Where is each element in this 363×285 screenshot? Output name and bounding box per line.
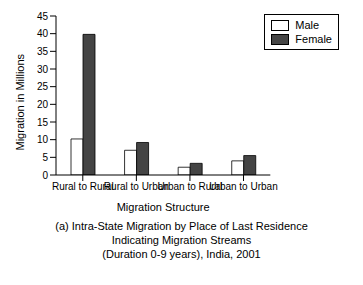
- svg-text:45: 45: [37, 11, 49, 22]
- svg-text:Migration Structure: Migration Structure: [117, 201, 210, 213]
- svg-text:25: 25: [37, 81, 49, 92]
- svg-text:0: 0: [42, 170, 48, 181]
- html-text:Indicating Migration Streams: Indicating Migration Streams: [111, 234, 252, 246]
- svg-text:15: 15: [37, 117, 49, 128]
- html-text:Female: Female: [295, 33, 332, 45]
- svg-text:10: 10: [37, 134, 49, 145]
- svg-text:Migration in Millions: Migration in Millions: [14, 53, 26, 150]
- svg-text:Rural to Urban: Rural to Urban: [103, 181, 169, 193]
- html-text:Male: Male: [295, 19, 320, 31]
- svg-text:Rural to Rural: Rural to Rural: [51, 181, 114, 193]
- svg-text:Urban to Rural: Urban to Rural: [157, 181, 223, 193]
- svg-text:Urban to Urban: Urban to Urban: [209, 181, 277, 192]
- svg-text:35: 35: [37, 46, 49, 57]
- svg-text:30: 30: [37, 64, 49, 75]
- html-text:(a) Intra-State Migration by P: (a) Intra-State Migration by Place of La…: [55, 220, 308, 232]
- html-text:(Duration 0-9 years), India, 2: (Duration 0-9 years), India, 2001: [102, 248, 261, 260]
- svg-text:20: 20: [37, 99, 49, 110]
- svg-text:5: 5: [42, 152, 48, 163]
- svg-text:40: 40: [37, 28, 49, 39]
